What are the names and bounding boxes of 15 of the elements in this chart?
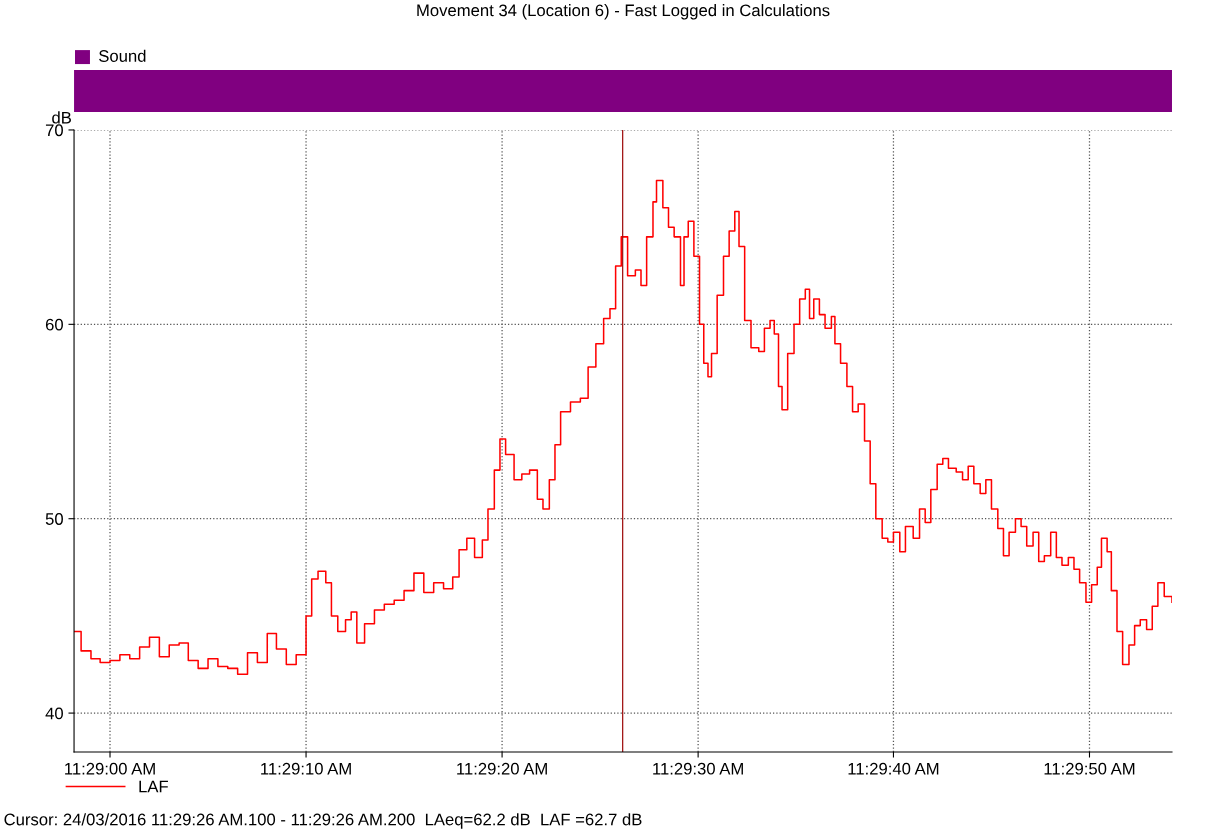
chart-title: Movement 34 (Location 6) - Fast Logged in Calculations <box>417 4 830 20</box>
x-tick-label: 11:29:00 AM <box>65 762 155 775</box>
y-tick-label: 40 <box>45 707 63 720</box>
y-tick-label: 60 <box>45 318 63 331</box>
y-tick-label: 50 <box>45 513 63 525</box>
y-tick-label: 70 <box>45 124 63 137</box>
legend-label: LAF <box>139 780 168 793</box>
text: Sound <box>99 49 146 62</box>
y-axis-title: dB <box>52 111 71 124</box>
x-tick-label: 11:29:30 AM <box>653 762 743 775</box>
text: Cursor: 24/03/2016 11:29:26 AM.100 - 11:29:26 AM.200 LAeq=62.2 dB LAF =62.7 dB <box>4 813 642 829</box>
x-tick-label: 11:29:20 AM <box>457 762 547 775</box>
x-tick-label: 11:29:50 AM <box>1044 762 1135 775</box>
x-tick-label: 11:29:10 AM <box>261 762 351 775</box>
x-tick-label: 11:29:40 AM <box>848 762 939 775</box>
